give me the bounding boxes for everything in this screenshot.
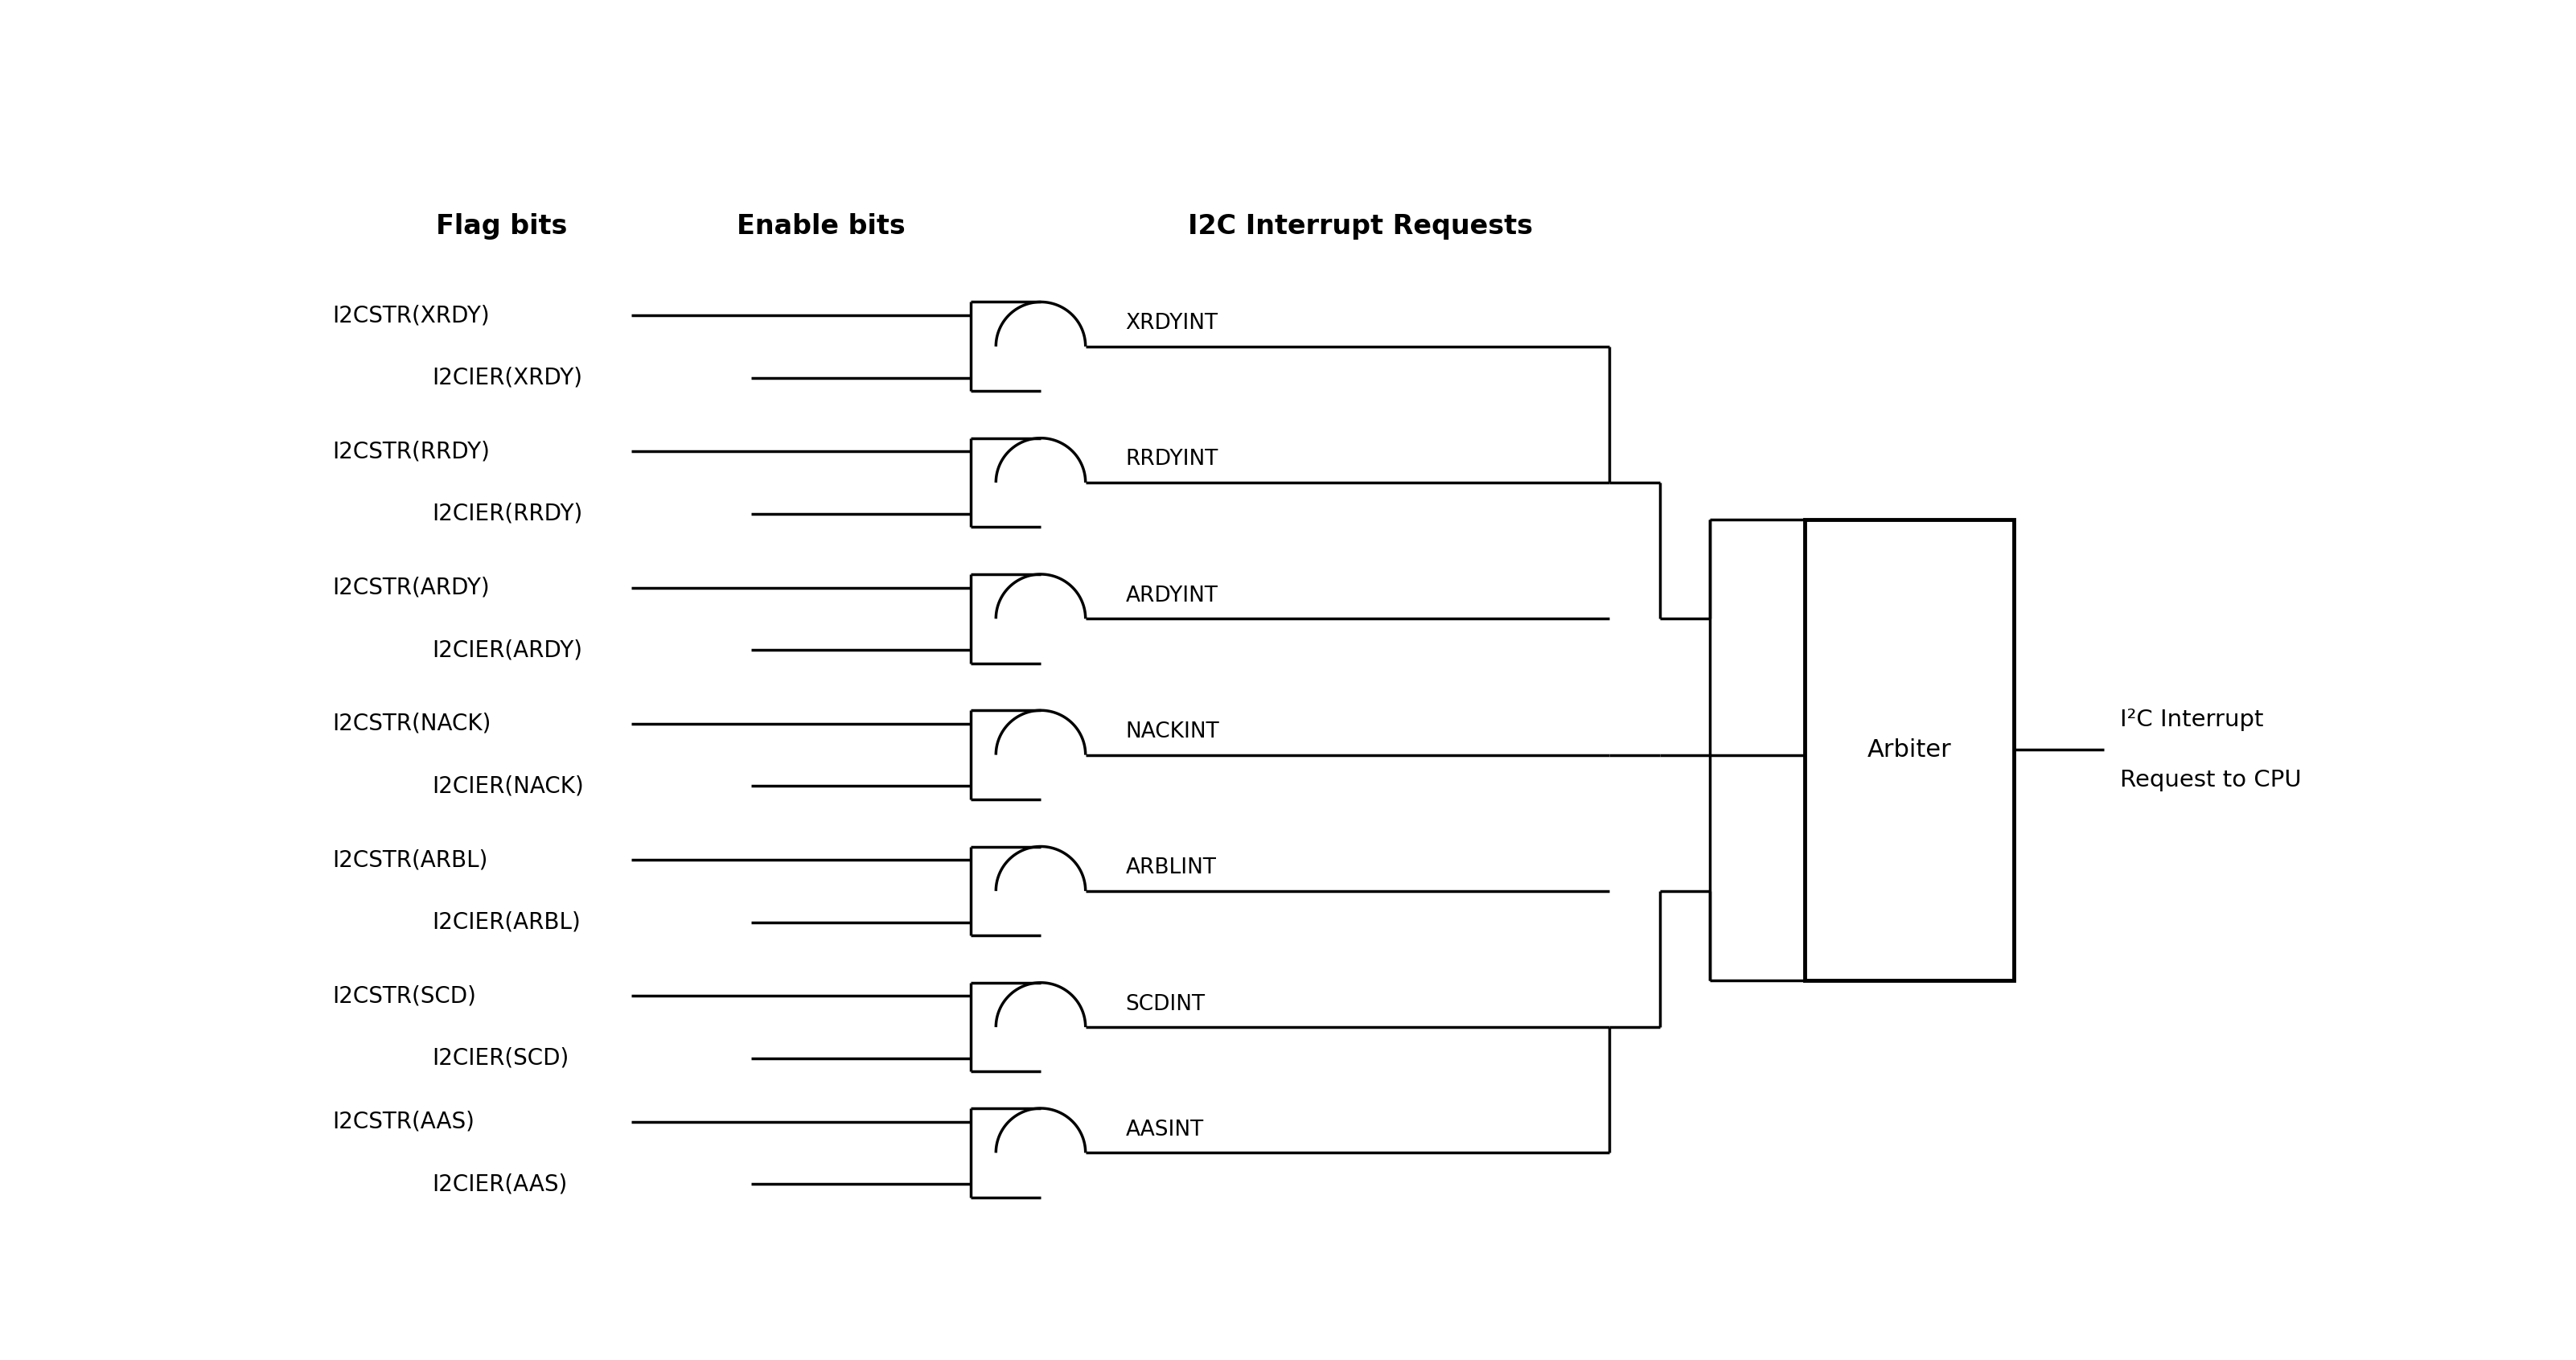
Text: I2CSTR(NACK): I2CSTR(NACK) [332, 713, 489, 734]
Text: I2CIER(SCD): I2CIER(SCD) [433, 1047, 569, 1069]
Text: NACKINT: NACKINT [1126, 721, 1218, 743]
Text: RRDYINT: RRDYINT [1126, 449, 1218, 471]
Text: I2CIER(XRDY): I2CIER(XRDY) [433, 366, 582, 389]
Text: I2CIER(RRDY): I2CIER(RRDY) [433, 502, 582, 525]
Bar [1803, 520, 2014, 981]
Text: ARDYINT: ARDYINT [1126, 585, 1218, 607]
Text: I2CSTR(AAS): I2CSTR(AAS) [332, 1110, 474, 1133]
Text: I2CSTR(XRDY): I2CSTR(XRDY) [332, 305, 489, 326]
Text: XRDYINT: XRDYINT [1126, 313, 1218, 335]
Text: I2CIER(ARBL): I2CIER(ARBL) [433, 911, 580, 933]
Text: I2CIER(NACK): I2CIER(NACK) [433, 775, 585, 797]
Text: I2CIER(ARDY): I2CIER(ARDY) [433, 639, 582, 661]
Text: Arbiter: Arbiter [1868, 738, 1950, 762]
Text: I2C Interrupt Requests: I2C Interrupt Requests [1188, 212, 1533, 239]
Text: ARBLINT: ARBLINT [1126, 858, 1216, 879]
Text: Flag bits: Flag bits [435, 212, 567, 239]
Text: I2CSTR(RRDY): I2CSTR(RRDY) [332, 441, 489, 462]
Text: I2CIER(AAS): I2CIER(AAS) [433, 1172, 567, 1195]
Text: I2CSTR(ARBL): I2CSTR(ARBL) [332, 849, 487, 872]
Text: I2CSTR(ARDY): I2CSTR(ARDY) [332, 577, 489, 598]
Text: Enable bits: Enable bits [737, 212, 904, 239]
Text: Request to CPU: Request to CPU [2120, 768, 2300, 792]
Text: SCDINT: SCDINT [1126, 994, 1206, 1015]
Text: I2CSTR(SCD): I2CSTR(SCD) [332, 985, 477, 1008]
Text: I²C Interrupt: I²C Interrupt [2120, 709, 2264, 730]
Text: AASINT: AASINT [1126, 1119, 1203, 1140]
